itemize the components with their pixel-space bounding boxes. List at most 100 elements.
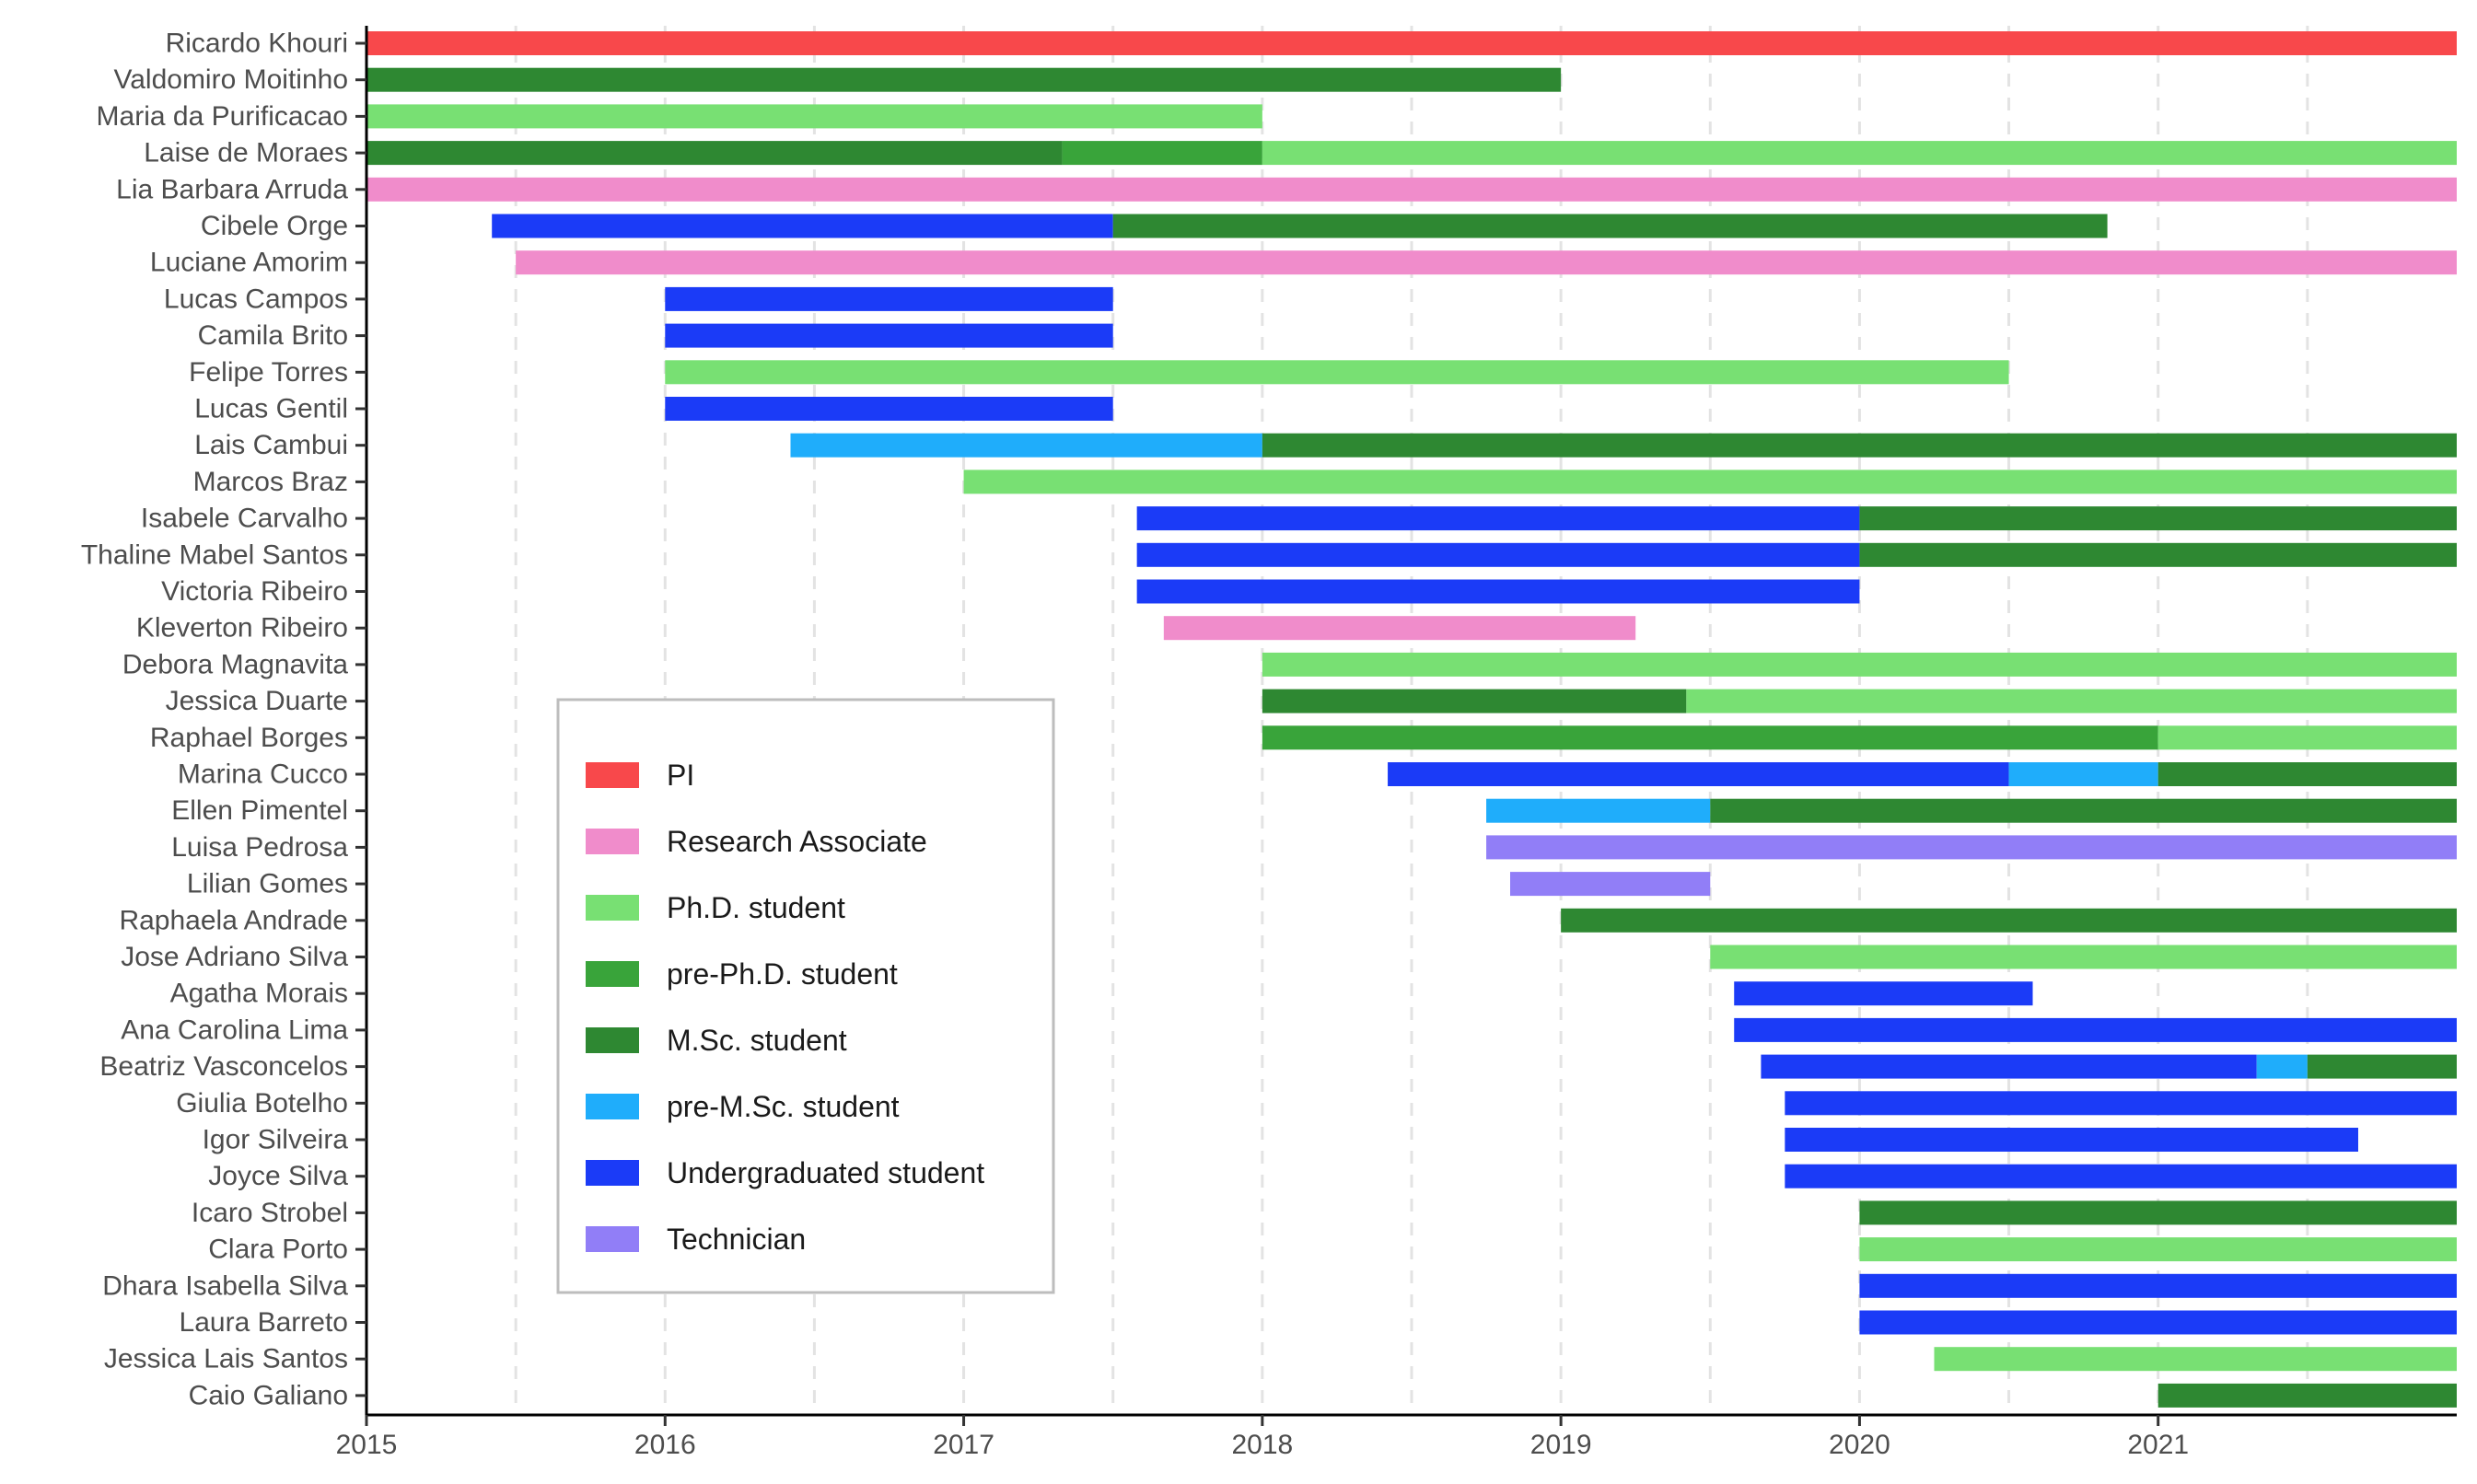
bar-segment xyxy=(1262,433,2457,458)
bar-segment xyxy=(1136,506,1860,531)
person-label: Lucas Campos xyxy=(164,284,348,314)
bar-segment xyxy=(1710,945,2457,969)
person-label: Maria da Purificacao xyxy=(97,101,348,132)
person-label: Joyce Silva xyxy=(208,1161,348,1191)
person-label: Ricardo Khouri xyxy=(166,29,348,59)
x-tick-label: 2019 xyxy=(1530,1430,1592,1460)
x-tick-label: 2021 xyxy=(2127,1430,2189,1460)
bar-segment xyxy=(1761,1054,2257,1079)
bar-segment xyxy=(1262,725,2158,750)
legend-swatch xyxy=(586,1094,639,1119)
bar-segment xyxy=(492,214,1113,238)
person-label: Jose Adriano Silva xyxy=(121,942,348,972)
person-label: Victoria Ribeiro xyxy=(161,576,348,607)
person-label: Lais Cambui xyxy=(194,430,348,460)
person-label: Icaro Strobel xyxy=(192,1198,348,1228)
bar-segment xyxy=(1262,141,2457,166)
legend-swatch xyxy=(586,895,639,921)
person-label: Luisa Pedrosa xyxy=(171,832,348,863)
person-label: Beatriz Vasconcelos xyxy=(99,1051,348,1082)
legend-label: M.Sc. student xyxy=(667,1024,847,1057)
bar-segment xyxy=(1486,835,2457,860)
bar-segment xyxy=(1112,214,2108,238)
bar-segment xyxy=(366,141,1063,166)
bars-layer xyxy=(366,31,2458,1408)
legend-label: Research Associate xyxy=(667,825,927,858)
person-label: Laise de Moraes xyxy=(144,138,348,168)
person-label: Agatha Morais xyxy=(170,979,348,1009)
bar-segment xyxy=(1262,652,2457,677)
person-label: Marcos Braz xyxy=(193,467,348,497)
bar-segment xyxy=(1136,579,1860,604)
bar-segment xyxy=(1785,1091,2457,1116)
bar-segment xyxy=(665,286,1113,311)
person-label: Jessica Duarte xyxy=(166,686,348,716)
x-tick-label: 2017 xyxy=(933,1430,994,1460)
legend-label: pre-Ph.D. student xyxy=(667,957,898,991)
bar-segment xyxy=(1388,762,2009,786)
bar-segment xyxy=(665,397,1113,421)
bar-segment xyxy=(2307,1054,2457,1079)
bar-segment xyxy=(1859,1273,2457,1298)
bar-segment xyxy=(2157,725,2457,750)
legend-swatch xyxy=(586,961,639,987)
bar-segment xyxy=(665,360,2009,385)
bar-segment xyxy=(963,470,2457,494)
person-label: Thaline Mabel Santos xyxy=(81,539,348,570)
bar-segment xyxy=(366,31,2457,55)
person-label: Valdomiro Moitinho xyxy=(113,64,348,95)
legend-swatch xyxy=(586,762,639,788)
bar-segment xyxy=(1859,542,2457,567)
legend-label: Technician xyxy=(667,1223,806,1256)
person-label: Caio Galiano xyxy=(189,1380,348,1410)
person-label: Luciane Amorim xyxy=(150,248,348,278)
person-label: Igor Silveira xyxy=(203,1125,349,1155)
x-tick-label: 2016 xyxy=(634,1430,696,1460)
person-label: Camila Brito xyxy=(198,320,348,351)
legend-swatch xyxy=(586,829,639,854)
bar-segment xyxy=(1561,908,2457,933)
bar-segment xyxy=(665,323,1113,348)
bar-segment xyxy=(2256,1054,2308,1079)
bar-segment xyxy=(1262,689,1687,713)
legend-box xyxy=(556,698,1055,1294)
legend-label: pre-M.Sc. student xyxy=(667,1090,900,1123)
person-label: Kleverton Ribeiro xyxy=(136,613,348,643)
person-label: Isabele Carvalho xyxy=(141,504,348,534)
bar-segment xyxy=(1163,616,1636,641)
person-label: Felipe Torres xyxy=(189,357,348,388)
bar-segment xyxy=(1934,1347,2457,1372)
person-label: Raphael Borges xyxy=(150,723,348,753)
legend-swatch xyxy=(586,1226,639,1252)
person-label: Jessica Lais Santos xyxy=(104,1344,348,1374)
bar-segment xyxy=(1510,872,1711,897)
bar-segment xyxy=(366,104,1262,129)
axes xyxy=(365,26,2457,1417)
person-label: Lia Barbara Arruda xyxy=(116,174,348,204)
bar-segment xyxy=(1686,689,2457,713)
bar-segment xyxy=(1859,1200,2457,1225)
bar-segment xyxy=(1136,542,1860,567)
person-label: Lilian Gomes xyxy=(187,869,348,899)
bar-segment xyxy=(1734,981,2033,1006)
person-label: Clara Porto xyxy=(208,1235,348,1265)
person-label: Ana Carolina Lima xyxy=(121,1014,348,1045)
person-label: Marina Cucco xyxy=(178,759,348,790)
bar-segment xyxy=(1859,1237,2457,1262)
x-tick-label: 2015 xyxy=(336,1430,398,1460)
person-label: Dhara Isabella Silva xyxy=(102,1270,348,1301)
bar-segment xyxy=(2157,762,2457,786)
bar-segment xyxy=(366,177,2457,202)
bar-segment xyxy=(1859,506,2457,531)
bar-segment xyxy=(2008,762,2158,786)
person-label: Cibele Orge xyxy=(201,211,348,241)
bar-segment xyxy=(1785,1128,2358,1152)
bar-segment xyxy=(1859,1310,2457,1335)
legend-label: Ph.D. student xyxy=(667,891,845,924)
legend-label: PI xyxy=(667,759,694,792)
person-label: Ellen Pimentel xyxy=(171,795,348,826)
x-tick-label: 2020 xyxy=(1829,1430,1890,1460)
person-label: Laura Barreto xyxy=(180,1307,348,1338)
bar-segment xyxy=(1486,798,1711,823)
